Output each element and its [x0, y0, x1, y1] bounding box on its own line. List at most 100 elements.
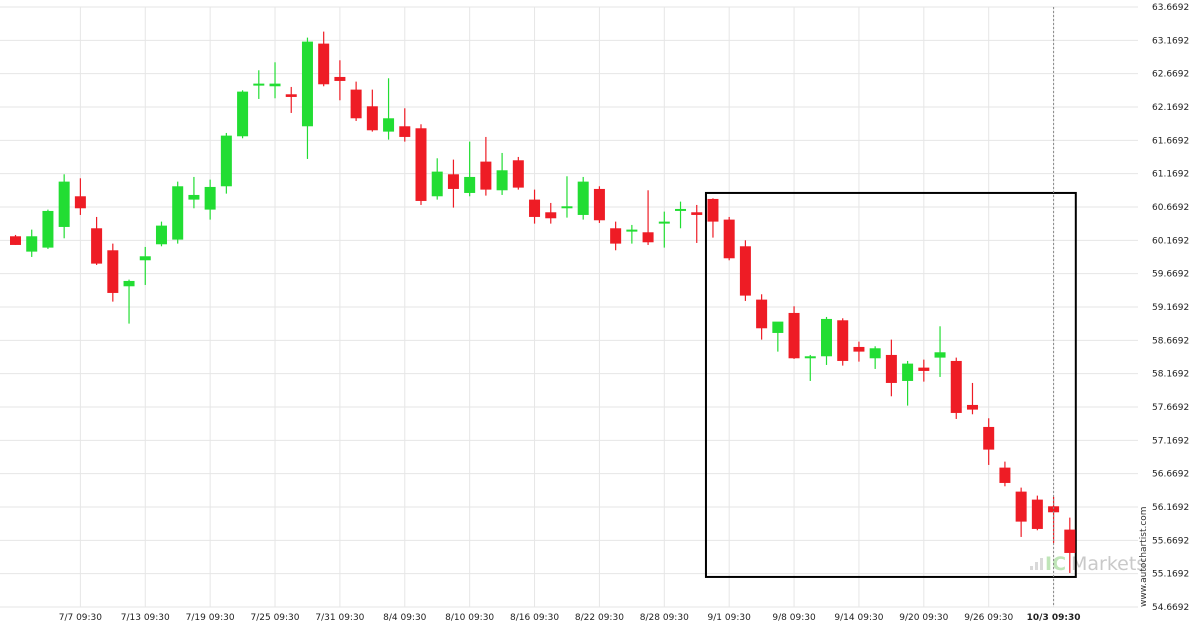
- candle-body: [383, 118, 395, 132]
- candle-body: [107, 250, 119, 293]
- y-tick-label: 55.6692: [1152, 536, 1189, 546]
- watermark-ic-text: IC: [1045, 553, 1066, 575]
- candle-up: [934, 326, 946, 377]
- candle-body: [399, 126, 411, 137]
- candle-body: [545, 212, 557, 219]
- y-tick-label: 54.6692: [1152, 603, 1189, 613]
- candle-down: [318, 31, 330, 87]
- candle-down: [512, 156, 524, 190]
- candle-body: [675, 208, 687, 211]
- x-tick-label: 7/19 09:30: [186, 613, 235, 623]
- candle-down: [1015, 487, 1027, 537]
- candle-body: [431, 171, 443, 197]
- candle-down: [837, 318, 849, 366]
- x-tick-label: 9/8 09:30: [772, 613, 816, 623]
- candle-up: [772, 321, 784, 352]
- candle-down: [999, 461, 1011, 487]
- candle-down: [966, 382, 978, 415]
- y-tick-label: 59.6692: [1152, 270, 1189, 280]
- candle-up: [902, 360, 914, 406]
- candle-down: [739, 240, 751, 301]
- candle-down: [756, 294, 768, 340]
- candle-body: [318, 43, 330, 85]
- candle-up: [431, 158, 443, 200]
- candle-up: [675, 201, 687, 229]
- candle-down: [593, 186, 605, 223]
- x-tick-label: 9/20 09:30: [899, 613, 948, 623]
- candle-body: [723, 219, 735, 259]
- candle-body: [253, 83, 265, 86]
- candle-up: [626, 224, 638, 244]
- candle-body: [155, 225, 167, 245]
- candle-body: [626, 229, 638, 232]
- pattern-box-layer: [704, 191, 1077, 578]
- site-label: www.autochartist.com: [1139, 506, 1149, 607]
- y-tick-label: 61.1692: [1152, 170, 1189, 180]
- candle-down: [707, 198, 719, 238]
- candle-body: [853, 346, 865, 352]
- candle-up: [188, 176, 200, 209]
- candle-body: [220, 135, 232, 187]
- candle-body: [983, 426, 995, 450]
- x-tick-label: 7/13 09:30: [121, 613, 170, 623]
- candle-down: [447, 159, 459, 208]
- x-tick-label: 7/25 09:30: [251, 613, 300, 623]
- candle-down: [334, 60, 346, 101]
- candle-up: [383, 78, 395, 140]
- candle-body: [512, 160, 524, 188]
- x-tick-label: 7/31 09:30: [315, 613, 364, 623]
- candle-body: [350, 89, 362, 119]
- candle-down: [285, 86, 297, 113]
- candle-body: [10, 236, 21, 245]
- candle-body: [58, 181, 70, 227]
- candle-body: [902, 363, 914, 381]
- candle-up: [172, 181, 184, 244]
- x-axis-ticks: 7/7 09:30 7/13 09:30 7/19 09:30 7/25 09:30 7…: [59, 613, 1081, 623]
- candle-body: [804, 356, 816, 359]
- candle-down: [545, 202, 557, 224]
- candle-body: [464, 176, 476, 193]
- candle-body: [642, 232, 654, 243]
- candle-body: [658, 221, 670, 224]
- candle-body: [610, 228, 622, 244]
- y-tick-label: 57.1692: [1152, 436, 1189, 446]
- candle-down: [350, 81, 362, 121]
- candle-body: [1048, 506, 1060, 513]
- candle-body: [496, 170, 508, 191]
- candle-body: [966, 404, 978, 410]
- candle-body: [139, 256, 151, 261]
- x-tick-label: 9/14 09:30: [834, 613, 883, 623]
- x-tick-label: 8/10 09:30: [445, 613, 494, 623]
- candle-up: [42, 209, 54, 249]
- candle-body: [269, 83, 281, 87]
- candle-body: [772, 321, 784, 333]
- x-tick-label: 8/28 09:30: [640, 613, 689, 623]
- candle-up: [204, 179, 216, 220]
- candle-body: [950, 360, 962, 413]
- y-axis-ticks: 63.6692 63.1692 62.6692 62.1692 61.6692 61.16…: [1152, 3, 1189, 613]
- y-tick-label: 62.1692: [1152, 103, 1189, 113]
- candle-body: [172, 186, 184, 240]
- candle-down: [366, 89, 378, 132]
- y-tick-label: 56.6692: [1152, 470, 1189, 480]
- candle-down: [1031, 495, 1043, 531]
- candle-down: [10, 234, 21, 245]
- candle-down: [1064, 517, 1076, 573]
- candle-body: [837, 320, 849, 361]
- grid-lines: [0, 6, 1138, 608]
- candle-body: [593, 188, 605, 221]
- y-tick-label: 59.1692: [1152, 303, 1189, 313]
- candle-down: [885, 339, 897, 397]
- candle-down: [480, 136, 492, 196]
- candle-up: [658, 211, 670, 248]
- candle-down: [950, 357, 962, 419]
- x-tick-label: 8/16 09:30: [510, 613, 559, 623]
- candle-down: [107, 243, 119, 302]
- candle-up: [804, 354, 816, 381]
- y-tick-label: 56.1692: [1152, 503, 1189, 513]
- x-tick-label: 9/1 09:30: [708, 613, 752, 623]
- y-tick-label: 62.6692: [1152, 70, 1189, 80]
- candle-body: [869, 348, 881, 359]
- candle-up: [577, 176, 589, 220]
